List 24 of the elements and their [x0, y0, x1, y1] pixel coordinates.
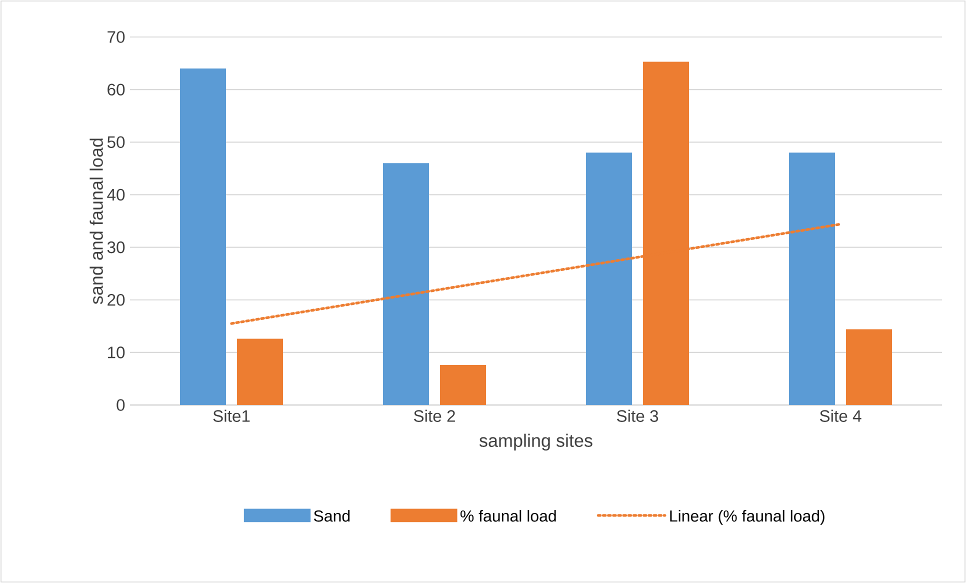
x-tick-label: Site 2	[414, 410, 455, 422]
bar	[440, 365, 486, 405]
y-tick-label: 0	[116, 399, 125, 411]
legend-label: Sand	[314, 510, 350, 522]
bar	[237, 338, 284, 405]
x-tick-label: Site 3	[616, 410, 658, 422]
y-tick-label: 30	[107, 241, 125, 254]
y-tick-label: 10	[108, 346, 125, 358]
y-tick-label: 40	[107, 188, 125, 201]
bar	[180, 68, 226, 405]
x-tick-label: Site1	[213, 410, 250, 422]
legend-label: Linear (% faunal load)	[670, 510, 824, 525]
legend-label: % faunal load	[460, 510, 556, 522]
y-tick-label: 20	[108, 294, 125, 306]
y-tick-label: 70	[108, 31, 125, 43]
y-axis-title: sand and faunal load	[90, 138, 103, 304]
bar	[586, 152, 632, 405]
bar	[382, 163, 429, 405]
y-tick-label: 60	[108, 84, 125, 96]
y-tick-label: 50	[107, 136, 125, 148]
bar	[846, 329, 892, 405]
bar	[789, 152, 835, 405]
x-tick-label: Site 4	[820, 410, 862, 422]
x-axis-title: sampling sites	[479, 434, 592, 451]
